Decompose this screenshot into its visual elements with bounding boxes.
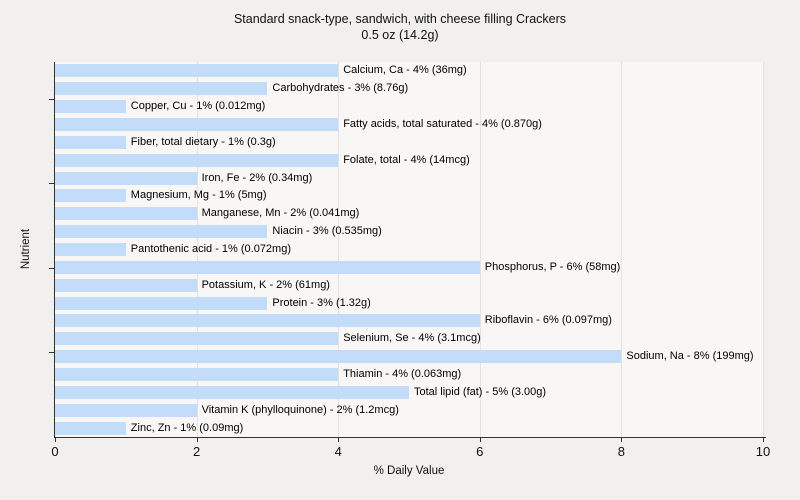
- bar-pantothenic-acid: [55, 243, 126, 256]
- bar-carbohydrates: [55, 82, 268, 96]
- bar-label: Potassium, K - 2% (61mg): [201, 278, 330, 291]
- bar-label: Total lipid (fat) - 5% (3.00g): [414, 385, 547, 398]
- x-tick-label: 4: [334, 444, 342, 459]
- bar-label: Pantothenic acid - 1% (0.072mg): [130, 243, 291, 255]
- x-tick-label: 2: [192, 444, 201, 459]
- bar-vitamin-k-phylloquinone: [55, 403, 197, 417]
- bar-folate-total: [55, 153, 339, 167]
- plot-area: Calcium, Ca - 4% (36mg) Carbohydrates - 3…: [49, 62, 770, 459]
- x-tick-label: 0: [51, 444, 59, 459]
- bar-label: Thiamin - 4% (0.063mg): [343, 368, 462, 380]
- bar-manganese-mn: [55, 207, 197, 221]
- x-tick-label: 10: [755, 444, 771, 459]
- bar-label: Iron, Fe - 2% (0.34mg): [201, 171, 313, 184]
- bar-label: Selenium, Se - 4% (3.1mcg): [343, 332, 481, 345]
- x-tick: [196, 437, 198, 442]
- gridline-x-8: [621, 62, 623, 437]
- bar-zinc-zn: [55, 421, 126, 435]
- y-tick: [49, 267, 54, 269]
- bar-iron-fe: [55, 171, 197, 185]
- bar-total-lipid-fat: [55, 385, 409, 399]
- bar-label: Zinc, Zn - 1% (0.09mg): [130, 421, 244, 434]
- bar-label: Vitamin K (phylloquinone) - 2% (1.2mcg): [201, 403, 399, 416]
- x-tick: [479, 437, 481, 442]
- bar-sodium-na: [55, 350, 622, 364]
- bar-riboflavin: [55, 314, 480, 328]
- x-tick: [621, 437, 623, 442]
- bar-label: Riboflavin - 6% (0.097mg): [484, 314, 612, 327]
- y-tick: [49, 351, 54, 353]
- x-axis-line: [54, 437, 766, 438]
- x-tick: [55, 437, 56, 442]
- bar-label: Carbohydrates - 3% (8.76g): [272, 82, 409, 95]
- bar-niacin: [55, 225, 268, 239]
- bar-label: Folate, total - 4% (14mcg): [343, 153, 470, 166]
- gridline-x-2: [196, 62, 198, 437]
- gridline-x-10: [763, 62, 764, 437]
- bar-magnesium-mg: [55, 189, 126, 203]
- bar-label: Copper, Cu - 1% (0.012mg): [130, 100, 266, 113]
- x-axis-title: % Daily Value: [373, 465, 445, 477]
- bar-label: Niacin - 3% (0.535mg): [272, 225, 382, 238]
- bar-label: Fatty acids, total saturated - 4% (0.870…: [343, 118, 542, 130]
- bar-label: Fiber, total dietary - 1% (0.3g): [130, 135, 276, 148]
- chart-title-line2: 0.5 oz (14.2g): [361, 28, 439, 42]
- bar-calcium-ca: [55, 64, 339, 78]
- x-tick-label: 8: [617, 444, 626, 459]
- bar-fatty-acids-total-saturated: [55, 118, 339, 131]
- bar-copper-cu: [55, 100, 126, 114]
- bar-phosphorus-p: [55, 260, 480, 274]
- bar-label: Magnesium, Mg - 1% (5mg): [130, 189, 267, 202]
- bar-label: Protein - 3% (1.32g): [272, 296, 371, 309]
- bar-protein: [55, 296, 268, 310]
- y-tick: [49, 182, 54, 184]
- bar-fiber-total-dietary: [55, 135, 126, 149]
- bar-label: Sodium, Na - 8% (199mg): [626, 350, 754, 363]
- bar-label: Manganese, Mn - 2% (0.041mg): [201, 207, 360, 220]
- gridline-x-6: [479, 62, 481, 437]
- bar-potassium-k: [55, 278, 197, 292]
- x-tick: [763, 437, 764, 442]
- x-tick: [338, 437, 340, 442]
- bar-label: Phosphorus, P - 6% (58mg): [484, 260, 621, 273]
- bar-selenium-se: [55, 332, 339, 346]
- y-tick: [49, 99, 54, 101]
- gridline-x-4: [338, 62, 340, 437]
- y-axis-line: [54, 62, 55, 437]
- chart-title-line1: Standard snack-type, sandwich, with chee…: [233, 12, 567, 26]
- chart-title: Standard snack-type, sandwich, with chee…: [0, 11, 800, 43]
- bar-thiamin: [55, 368, 339, 381]
- bar-label: Calcium, Ca - 4% (36mg): [343, 64, 467, 77]
- y-axis-title: Nutrient: [20, 228, 32, 270]
- x-tick-label: 6: [476, 444, 484, 459]
